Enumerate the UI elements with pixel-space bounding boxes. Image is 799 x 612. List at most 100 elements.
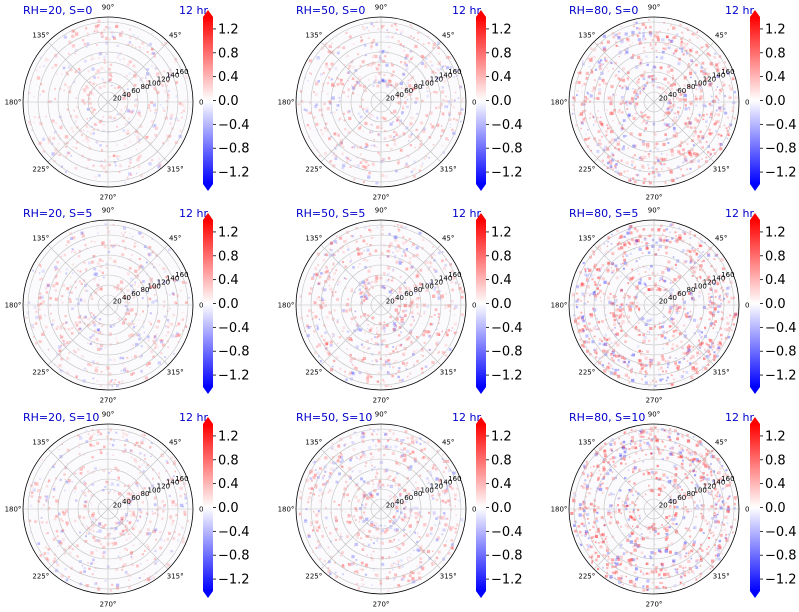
heat-cell-positive — [173, 89, 175, 91]
heat-cell-negative — [75, 472, 78, 475]
heat-cell-negative — [320, 297, 323, 300]
heat-cell-positive — [93, 57, 95, 60]
heat-cell-negative — [182, 505, 185, 508]
heat-cell-positive — [704, 348, 706, 351]
heat-cell-negative — [72, 272, 74, 274]
heat-cell-negative — [584, 273, 587, 277]
heat-cell-positive — [139, 313, 141, 316]
heat-cell-negative — [604, 333, 607, 337]
heat-cell-positive — [677, 236, 681, 241]
angle-tick-label: 315° — [167, 369, 184, 377]
heat-cell-positive — [629, 243, 632, 246]
heat-cell-positive — [115, 521, 119, 525]
heat-cell-negative — [81, 564, 84, 567]
polar-panel: 0°45°90°135°180°225°270°315°204060801001… — [5, 4, 250, 202]
heat-cell-positive — [695, 152, 698, 155]
heat-cell-positive — [144, 578, 148, 582]
heat-cell-positive — [409, 238, 412, 240]
heat-cell-positive — [692, 270, 696, 274]
heat-cell-positive — [590, 70, 594, 74]
polar-outer-circle — [22, 423, 194, 595]
heat-cell-positive — [168, 307, 171, 310]
heat-cell-positive — [164, 41, 168, 45]
heat-cell-positive — [383, 25, 385, 27]
radial-tick-label: 40 — [668, 91, 677, 99]
heat-cell-positive — [607, 337, 611, 341]
heat-cell-positive — [606, 167, 609, 170]
heat-cell-positive — [726, 328, 730, 332]
heat-cell-negative — [598, 342, 602, 345]
heat-cell-positive — [659, 366, 663, 370]
heat-cell-negative — [71, 481, 74, 483]
heat-cell-positive — [706, 45, 709, 49]
heat-cell-positive — [670, 24, 672, 27]
heat-cell-positive — [662, 142, 666, 147]
heat-cell-negative — [689, 121, 692, 125]
heat-cell-positive — [54, 289, 57, 292]
heat-cell-positive — [587, 57, 590, 60]
heat-cell-negative — [604, 352, 608, 357]
heat-cell-negative — [680, 251, 683, 254]
heat-cell-positive — [645, 246, 649, 250]
heat-cell-negative — [636, 27, 639, 30]
heat-cell-positive — [677, 112, 680, 115]
heat-cell-positive — [79, 467, 83, 471]
heat-cell-positive — [148, 361, 151, 365]
heat-cell-negative — [573, 314, 576, 317]
heat-cell-positive — [594, 283, 597, 286]
heat-cell-positive — [704, 77, 708, 81]
heat-cell-positive — [99, 449, 101, 451]
heat-cell-positive — [189, 107, 191, 110]
heat-cell-positive — [698, 318, 700, 321]
heat-cell-positive — [705, 342, 708, 345]
heat-cell-positive — [330, 241, 333, 245]
heat-cell-positive — [636, 301, 639, 304]
heat-cell-positive — [363, 283, 367, 287]
heat-cell-negative — [620, 127, 624, 131]
heat-cell-negative — [165, 460, 169, 463]
heat-cell-negative — [439, 279, 442, 282]
heat-cell-positive — [365, 90, 368, 93]
heat-cell-positive — [668, 125, 671, 129]
heat-cell-positive — [87, 342, 89, 345]
heat-cell-positive — [393, 136, 397, 139]
heat-cell-negative — [43, 65, 46, 68]
heat-cell-negative — [716, 331, 719, 334]
heat-cell-negative — [388, 290, 392, 294]
heat-cell-positive — [64, 315, 67, 318]
heat-cell-positive — [579, 112, 584, 116]
angle-tick-label: 135° — [305, 234, 322, 242]
heat-cell-positive — [392, 270, 395, 273]
heat-cell-positive — [325, 507, 327, 510]
heat-cell-positive — [152, 355, 155, 359]
heat-cell-positive — [618, 121, 621, 125]
heat-cell-positive — [53, 159, 56, 163]
heat-cell-negative — [582, 315, 585, 318]
heat-cell-positive — [679, 152, 682, 155]
heat-cell-positive — [388, 80, 392, 84]
heat-cell-negative — [422, 162, 424, 165]
heat-cell-positive — [689, 102, 693, 106]
heat-cell-negative — [392, 251, 394, 254]
heat-cell-positive — [659, 157, 664, 161]
heat-cell-positive — [627, 282, 630, 285]
heat-cell-positive — [398, 134, 402, 138]
heat-cell-negative — [636, 173, 640, 177]
heat-cell-positive — [641, 252, 644, 255]
heat-cell-positive — [453, 307, 456, 310]
heat-cell-negative — [343, 165, 345, 168]
heat-cell-positive — [306, 123, 310, 127]
heat-cell-positive — [406, 65, 408, 67]
heat-cell-positive — [685, 49, 688, 52]
heat-cell-negative — [62, 66, 66, 70]
heat-cell-positive — [328, 44, 332, 49]
heat-cell-positive — [615, 276, 619, 280]
heat-cell-positive — [439, 248, 441, 251]
panel-title: RH=20, S=5 — [23, 207, 92, 220]
heat-cell-negative — [667, 361, 670, 364]
heat-cell-positive — [434, 348, 437, 351]
heat-cell-positive — [123, 563, 127, 567]
heat-cell-negative — [136, 519, 139, 522]
heat-cell-positive — [61, 529, 65, 532]
heat-cell-positive — [576, 89, 580, 93]
